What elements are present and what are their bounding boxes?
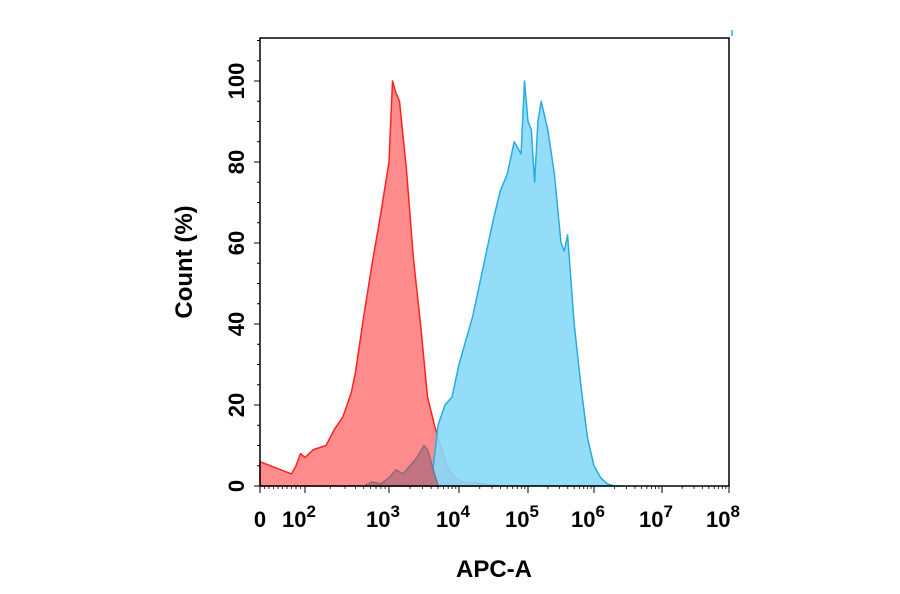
y-axis: 0 20 40 60 80 100	[224, 40, 260, 492]
y-tick-label: 40	[224, 312, 249, 336]
y-tick-label: 0	[224, 480, 249, 492]
overlap-histogram	[363, 444, 439, 487]
y-tick-label: 100	[224, 63, 249, 100]
x-axis-title: APC-A	[456, 556, 532, 583]
positive-histogram	[430, 80, 622, 487]
x-tick-label: 105	[505, 502, 539, 532]
x-tick-label: 104	[436, 502, 470, 532]
x-tick-label: 106	[571, 502, 605, 532]
x-tick-label: 108	[706, 502, 740, 532]
x-tick-label: 0	[254, 507, 266, 532]
y-axis-title: Count (%)	[171, 205, 198, 318]
x-tick-label: 107	[639, 502, 673, 532]
y-tick-label: 80	[224, 150, 249, 174]
x-tick-label: 102	[282, 502, 316, 532]
plot-frame	[259, 37, 730, 487]
y-tick-label: 60	[224, 231, 249, 255]
histogram-series	[259, 80, 622, 487]
x-tick-label: 103	[366, 502, 400, 532]
x-axis: 0 102 103 104 105 106 107 108	[254, 486, 740, 532]
y-tick-label: 20	[224, 393, 249, 417]
